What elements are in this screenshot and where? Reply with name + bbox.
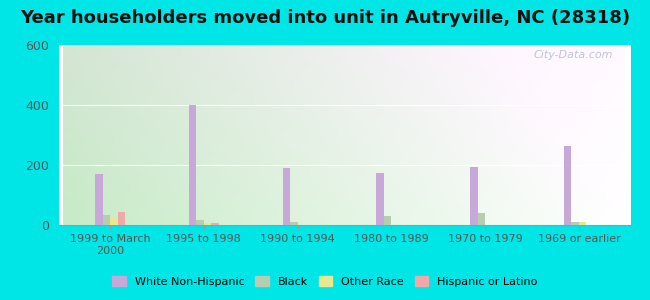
Bar	[478, 213, 485, 225]
Bar	[571, 222, 579, 225]
Bar	[189, 105, 196, 225]
Bar	[384, 216, 391, 225]
Bar	[376, 172, 384, 225]
Bar	[290, 222, 298, 225]
Bar	[118, 212, 125, 225]
Bar	[470, 167, 478, 225]
Bar	[204, 223, 211, 225]
Text: City-Data.com: City-Data.com	[534, 50, 614, 60]
Bar	[95, 174, 103, 225]
Legend: White Non-Hispanic, Black, Other Race, Hispanic or Latino: White Non-Hispanic, Black, Other Race, H…	[108, 272, 542, 291]
Bar	[103, 215, 110, 225]
Bar	[211, 223, 219, 225]
Bar	[283, 168, 290, 225]
Bar	[110, 218, 118, 225]
Bar	[579, 222, 586, 225]
Bar	[196, 220, 204, 225]
Text: Year householders moved into unit in Autryville, NC (28318): Year householders moved into unit in Aut…	[20, 9, 630, 27]
Bar	[564, 146, 571, 225]
